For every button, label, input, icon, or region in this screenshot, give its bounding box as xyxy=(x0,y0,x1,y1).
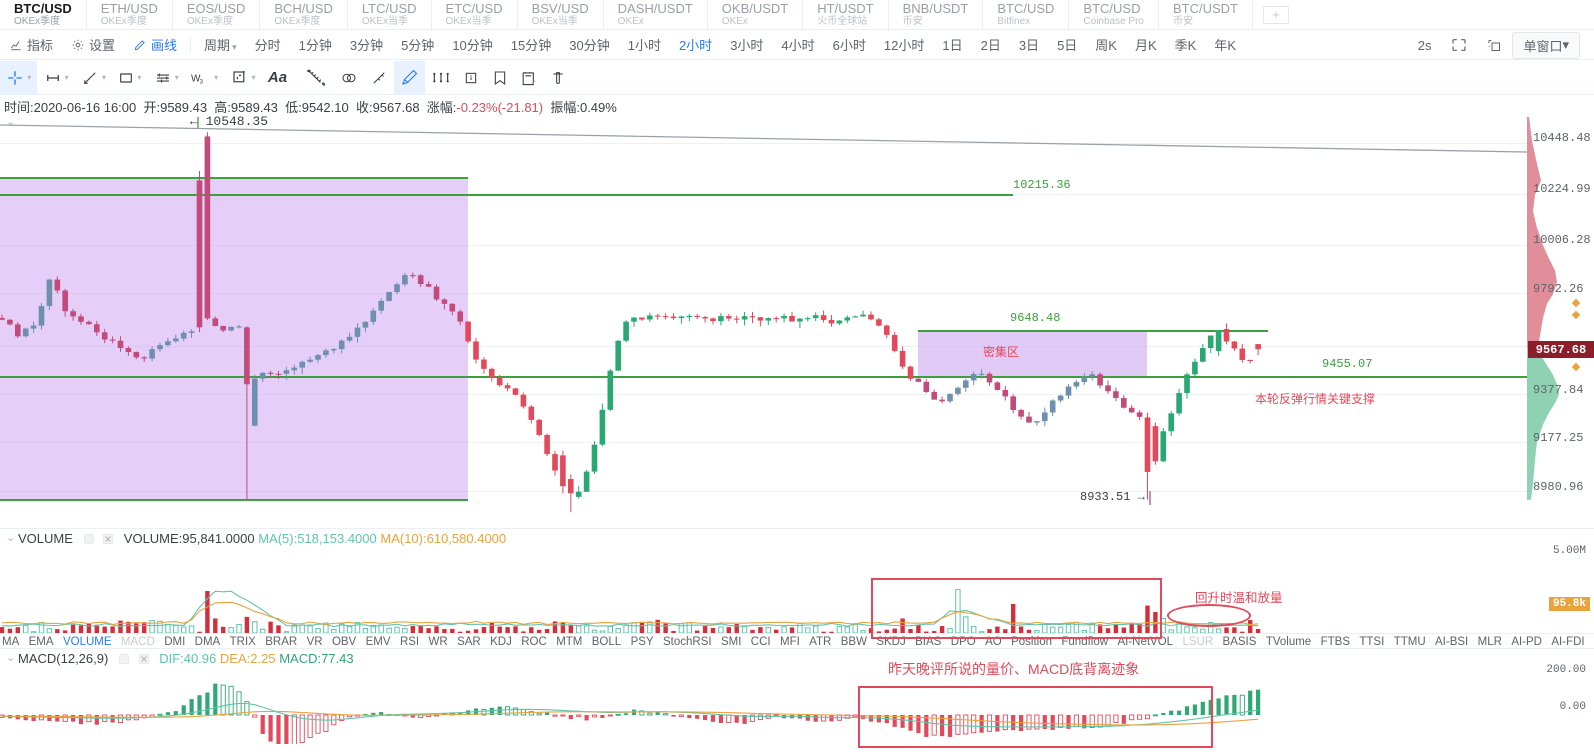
svg-text:3: 3 xyxy=(200,79,204,85)
